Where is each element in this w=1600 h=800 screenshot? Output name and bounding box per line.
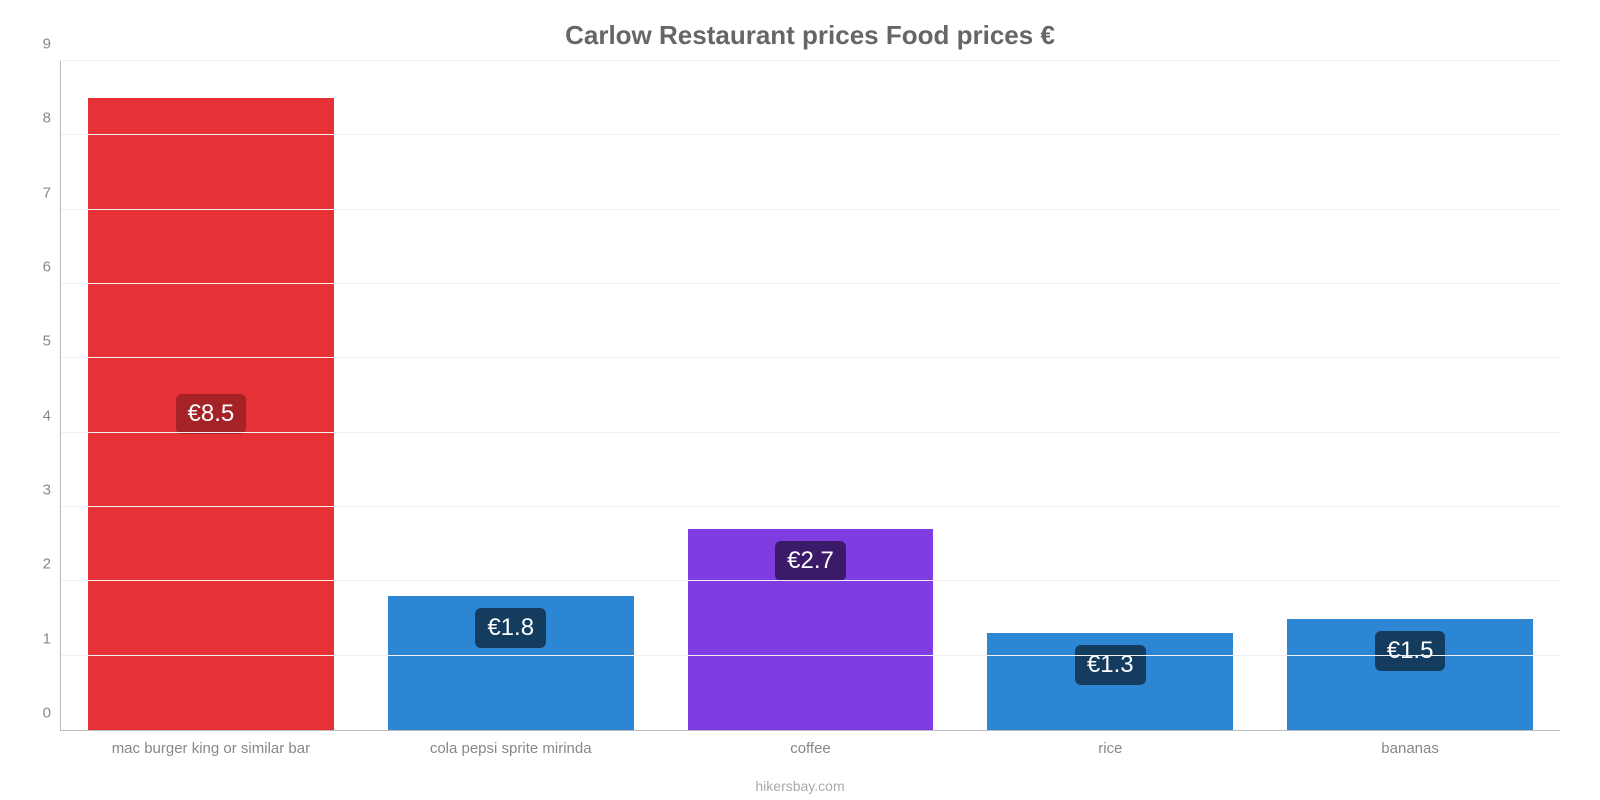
bar: €1.3 [987, 633, 1233, 730]
x-axis-label: rice [960, 740, 1260, 757]
gridline [61, 357, 1560, 358]
bar: €2.7 [688, 529, 934, 730]
bar-slot: €1.5 [1260, 61, 1560, 730]
gridline [61, 134, 1560, 135]
gridline [61, 655, 1560, 656]
gridline [61, 60, 1560, 61]
gridline [61, 580, 1560, 581]
bar-value-label: €1.5 [1375, 631, 1446, 671]
gridline [61, 506, 1560, 507]
bar-value-label: €1.8 [475, 608, 546, 648]
x-axis-label: mac burger king or similar bar [61, 740, 361, 757]
y-tick-label: 9 [43, 36, 61, 53]
x-axis-label: cola pepsi sprite mirinda [361, 740, 661, 757]
bar-slot: €1.3 [960, 61, 1260, 730]
x-axis-label: bananas [1260, 740, 1560, 757]
bar-slot: €8.5 [61, 61, 361, 730]
bars-row: €8.5 €1.8 €2.7 €1.3 €1.5 [61, 61, 1560, 730]
y-tick-label: 3 [43, 482, 61, 499]
gridline [61, 432, 1560, 433]
y-tick-label: 1 [43, 630, 61, 647]
bar-value-label: €2.7 [775, 541, 846, 581]
bar: €8.5 [88, 98, 334, 730]
bar-value-label: €1.3 [1075, 645, 1146, 685]
y-tick-label: 5 [43, 333, 61, 350]
chart-title: Carlow Restaurant prices Food prices € [60, 20, 1560, 51]
gridline [61, 209, 1560, 210]
chart-container: Carlow Restaurant prices Food prices € €… [0, 0, 1600, 800]
bar-slot: €1.8 [361, 61, 661, 730]
bar: €1.8 [388, 596, 634, 730]
plot-area: €8.5€1.8€2.7€1.3€1.5 mac burger king or … [60, 61, 1560, 731]
bar-slot: €2.7 [661, 61, 961, 730]
y-tick-label: 7 [43, 184, 61, 201]
x-axis-label: coffee [661, 740, 961, 757]
gridline [61, 283, 1560, 284]
bar-value-label: €8.5 [176, 394, 247, 434]
y-tick-label: 8 [43, 110, 61, 127]
y-tick-label: 4 [43, 407, 61, 424]
source-label: hikersbay.com [0, 778, 1600, 794]
bar: €1.5 [1287, 619, 1533, 731]
y-tick-label: 0 [43, 705, 61, 722]
x-labels-row: mac burger king or similar barcola pepsi… [61, 730, 1560, 757]
y-tick-label: 6 [43, 259, 61, 276]
y-tick-label: 2 [43, 556, 61, 573]
